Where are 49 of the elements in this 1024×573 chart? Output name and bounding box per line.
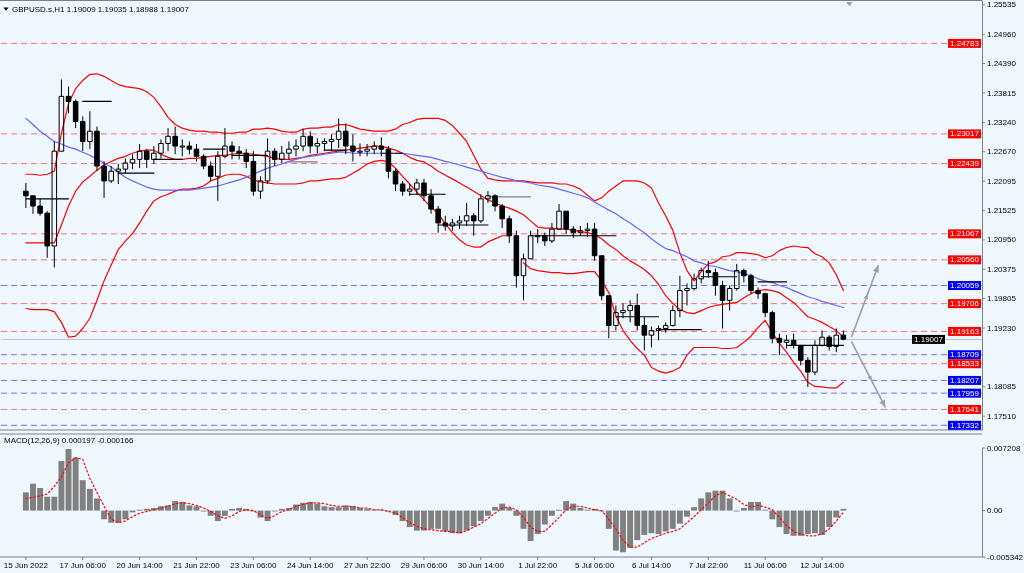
x-tick-label: 17 Jun 06:00 <box>59 561 107 570</box>
y-tick-label: 1.21525 <box>987 205 1017 215</box>
x-tick-label: 15 Jun 2022 <box>3 561 49 570</box>
y-tick-label: 1.20375 <box>987 264 1017 274</box>
y-tick-label: 1.19805 <box>987 294 1017 304</box>
y-tick-label: -0.005342 <box>987 552 1024 562</box>
y-tick-label: 1.25535 <box>987 0 1017 10</box>
ref-line-label: 1.17332 <box>950 420 980 430</box>
text: GBPUSD.s,H1 1.19009 1.19035 1.18988 1.19007 <box>12 5 190 14</box>
y-tick-label: 0.007208 <box>987 443 1021 453</box>
ref-line-label: 1.19163 <box>950 326 980 336</box>
ref-line-label: 1.18709 <box>950 350 980 360</box>
ref-line-label: 1.24783 <box>950 38 980 48</box>
ref-line-label: 1.22439 <box>950 159 980 169</box>
y-tick-label: 1.19230 <box>987 323 1017 333</box>
ref-line-label: 1.20560 <box>950 255 980 265</box>
x-tick-label: 7 Jul 22:00 <box>688 561 729 570</box>
x-tick-label: 20 Jun 14:00 <box>116 561 164 570</box>
x-tick-label: 29 Jun 06:00 <box>400 561 448 570</box>
x-tick-label: 30 Jun 14:00 <box>457 561 505 570</box>
ref-line-label: 1.18207 <box>950 375 980 385</box>
ref-line-label: 1.21067 <box>950 229 980 239</box>
x-tick-label: 23 Jun 06:00 <box>230 561 278 570</box>
x-tick-label: 11 Jul 06:00 <box>743 561 788 570</box>
y-tick-label: 1.22670 <box>987 147 1017 157</box>
ref-line-label: 1.20059 <box>950 281 980 291</box>
ref-line-label: 1.17959 <box>950 388 980 398</box>
x-tick-label: 6 Jul 14:00 <box>631 561 672 570</box>
x-tick-label: 1 Jul 22:00 <box>518 561 558 570</box>
x-tick-label: 27 Jun 22:00 <box>343 561 391 570</box>
ref-line-label: 1.23017 <box>950 129 980 139</box>
y-tick-label: 0.00 <box>987 506 1004 516</box>
y-tick-label: 1.22095 <box>987 176 1017 186</box>
ref-line-label: 1.17641 <box>950 404 980 414</box>
y-tick-label: 1.18085 <box>987 382 1017 392</box>
ref-line-label: 1.19706 <box>950 299 980 309</box>
x-tick-label: 5 Jul 06:00 <box>575 561 615 570</box>
y-tick-label: 1.24390 <box>987 59 1017 69</box>
x-tick-label: 24 Jun 14:00 <box>287 561 334 570</box>
y-tick-label: 1.23815 <box>987 88 1017 98</box>
y-tick-label: 1.17510 <box>987 411 1017 421</box>
x-tick-label: 21 Jun 22:00 <box>173 561 221 570</box>
y-tick-label: 1.23240 <box>987 117 1017 127</box>
y-tick-label: 1.20950 <box>987 235 1017 245</box>
chart-title: MACD(12,26,9) 0.000197 -0.000166 <box>4 436 134 445</box>
x-tick-label: 12 Jul 14:00 <box>800 561 845 570</box>
ref-line-label: 1.18533 <box>950 359 980 369</box>
y-tick-label: 1.24960 <box>987 29 1017 39</box>
ref-line-label: 1.19007 <box>914 334 944 344</box>
